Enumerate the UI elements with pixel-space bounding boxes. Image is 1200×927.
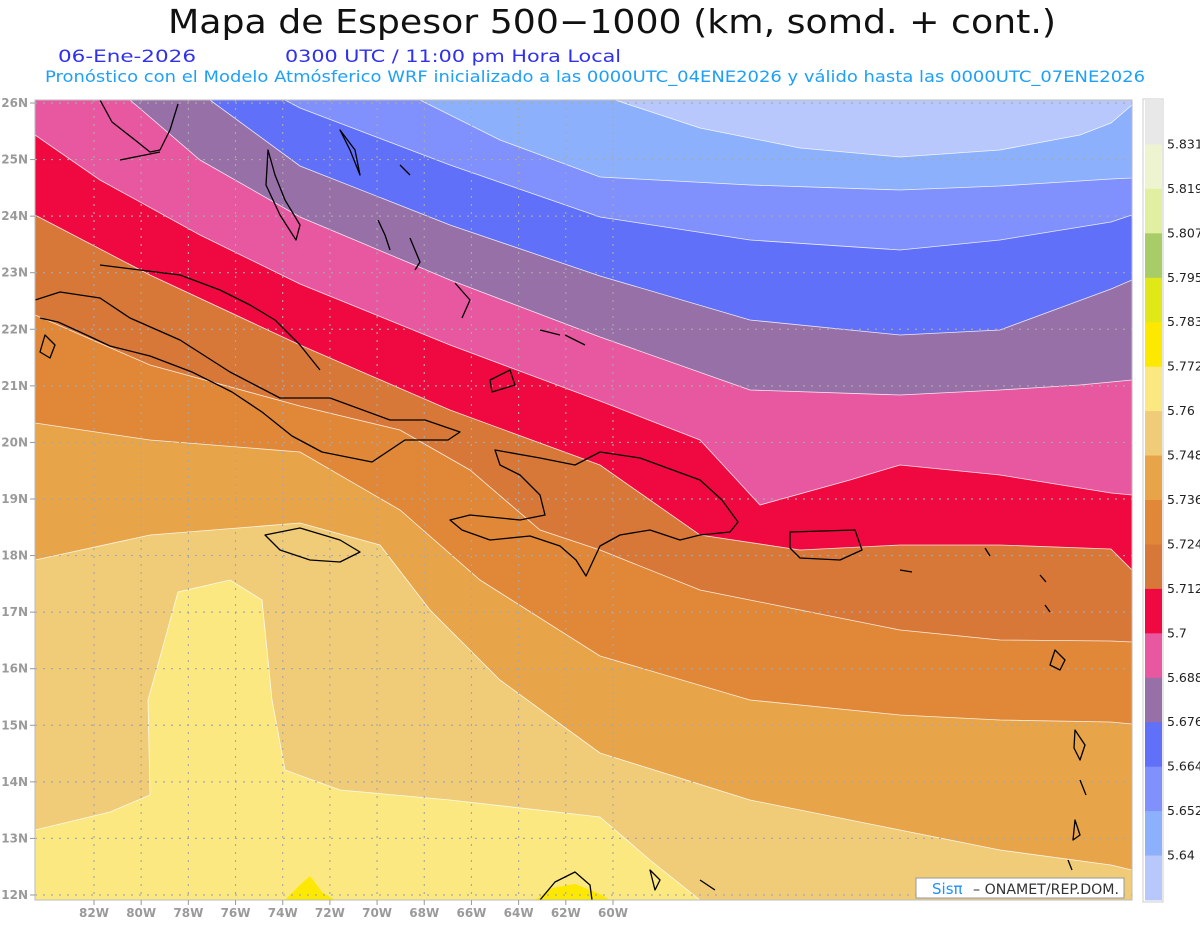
lon-label: 78W <box>173 906 203 920</box>
thickness-band-5.772-5.783 <box>285 876 335 900</box>
lat-label: 16N <box>1 662 28 676</box>
colorbar-frame <box>1142 98 1164 903</box>
coast-hispaniola <box>449 449 739 577</box>
colorbar-swatch <box>1145 544 1162 590</box>
coast-florida <box>99 100 179 161</box>
colorbar-label: 5.831 <box>1167 136 1200 151</box>
lat-label: 21N <box>1 379 28 393</box>
lat-label: 20N <box>1 435 28 449</box>
colorbar-label: 5.724 <box>1167 536 1200 551</box>
colorbar-label: 5.819 <box>1167 181 1200 196</box>
colorbar-label: 5.807 <box>1167 225 1200 240</box>
lat-label: 14N <box>1 775 28 789</box>
thickness-bands <box>35 100 1132 900</box>
colorbar-label: 5.64 <box>1167 848 1195 863</box>
credit-box-bg <box>915 877 1125 899</box>
coast-jamaica <box>264 527 361 563</box>
lon-label: 64W <box>504 906 534 920</box>
colorbar-swatch <box>1145 811 1162 857</box>
coast-isla-juventud <box>39 334 56 359</box>
colorbar-swatch <box>1145 411 1162 457</box>
lon-label: 76W <box>221 906 251 920</box>
lon-label: 62W <box>551 906 581 920</box>
colorbar-swatch <box>1145 455 1162 501</box>
colorbar-label: 5.688 <box>1167 670 1200 685</box>
map-frame <box>34 99 1133 901</box>
colorbar-swatch <box>1145 722 1162 768</box>
latitude-labels: 26N 25N 24N 23N 22N 21N 20N 19N 18N 17N 16N 15N 14N 1… <box>1 96 35 902</box>
lat-label: 22N <box>1 322 28 336</box>
colorbar-swatch <box>1145 277 1162 323</box>
colorbar-swatch <box>1145 588 1162 634</box>
lon-label: 60W <box>598 906 628 920</box>
map-title: Mapa de Espesor 500−1000 (km, somd. + co… <box>168 2 1056 41</box>
lat-label: 26N <box>1 96 28 110</box>
coast-south-america <box>539 869 716 900</box>
colorbar-swatch <box>1145 100 1162 145</box>
lat-label: 24N <box>1 209 28 223</box>
lat-label: 15N <box>1 718 28 732</box>
longitude-labels: 82W 80W 78W 76W 74W 72W 70W 68W 66W 64W 62W 60W <box>79 900 628 920</box>
lon-label: 70W <box>362 906 392 920</box>
colorbar: 5.831 5.819 5.807 5.795 5.783 5.772 5.76 5.748 5… <box>1142 98 1200 903</box>
colorbar-swatch <box>1145 677 1162 723</box>
model-run-info: Pronóstico con el Modelo Atmósferico WRF… <box>45 67 1145 87</box>
lon-label: 74W <box>268 906 298 920</box>
colorbar-label: 5.7 <box>1167 625 1187 640</box>
colorbar-swatch <box>1145 322 1162 368</box>
lon-label: 80W <box>126 906 156 920</box>
lon-label: 82W <box>79 906 109 920</box>
graticule <box>35 100 1132 900</box>
colorbar-swatch <box>1145 500 1162 545</box>
thickness-band-11 <box>614 100 1132 158</box>
coast-bahamas <box>265 129 586 393</box>
colorbar-label: 5.676 <box>1167 714 1200 729</box>
forecast-date: 06-Ene-2026 <box>58 47 196 67</box>
colorbar-label: 5.748 <box>1167 448 1200 463</box>
colorbar-swatch <box>1145 766 1162 812</box>
colorbar-label: 5.652 <box>1167 803 1200 818</box>
colorbar-label: 5.76 <box>1167 403 1195 418</box>
colorbar-swatch <box>1145 188 1162 234</box>
credit-box: Sisπ – ONAMET/REP.DOM. <box>915 877 1125 899</box>
lat-label: 19N <box>1 492 28 506</box>
credit-text: – ONAMET/REP.DOM. <box>973 882 1119 898</box>
forecast-time: 0300 UTC / 11:00 pm Hora Local <box>285 47 621 67</box>
coast-puerto-rico <box>789 529 863 561</box>
colorbar-label: 5.712 <box>1167 581 1200 596</box>
colorbar-label: 5.772 <box>1167 359 1200 374</box>
colorbar-swatch <box>1145 233 1162 279</box>
colorbar-label: 5.736 <box>1167 492 1200 507</box>
lat-label: 23N <box>1 266 28 280</box>
colorbar-label: 5.795 <box>1167 270 1200 285</box>
coastlines <box>35 100 1087 900</box>
lat-label: 13N <box>1 831 28 845</box>
colorbar-swatch <box>1145 144 1162 190</box>
lat-label: 12N <box>1 888 28 902</box>
lon-label: 72W <box>315 906 345 920</box>
lat-label: 18N <box>1 549 28 563</box>
lon-label: 66W <box>456 906 486 920</box>
coast-cuba-north-keys <box>99 264 321 371</box>
colorbar-label: 5.664 <box>1167 759 1200 774</box>
colorbar-swatch <box>1145 366 1162 412</box>
lon-label: 68W <box>409 906 439 920</box>
colorbar-swatch <box>1145 855 1162 901</box>
map-plot-area <box>35 100 1132 900</box>
colorbar-label: 5.783 <box>1167 314 1200 329</box>
colorbar-swatch <box>1145 633 1162 679</box>
lat-label: 17N <box>1 605 28 619</box>
coast-cuba <box>35 291 461 463</box>
lat-label: 25N <box>1 153 28 167</box>
coast-lesser-antilles <box>899 547 1087 871</box>
credit-brand: Sisπ <box>932 880 963 898</box>
